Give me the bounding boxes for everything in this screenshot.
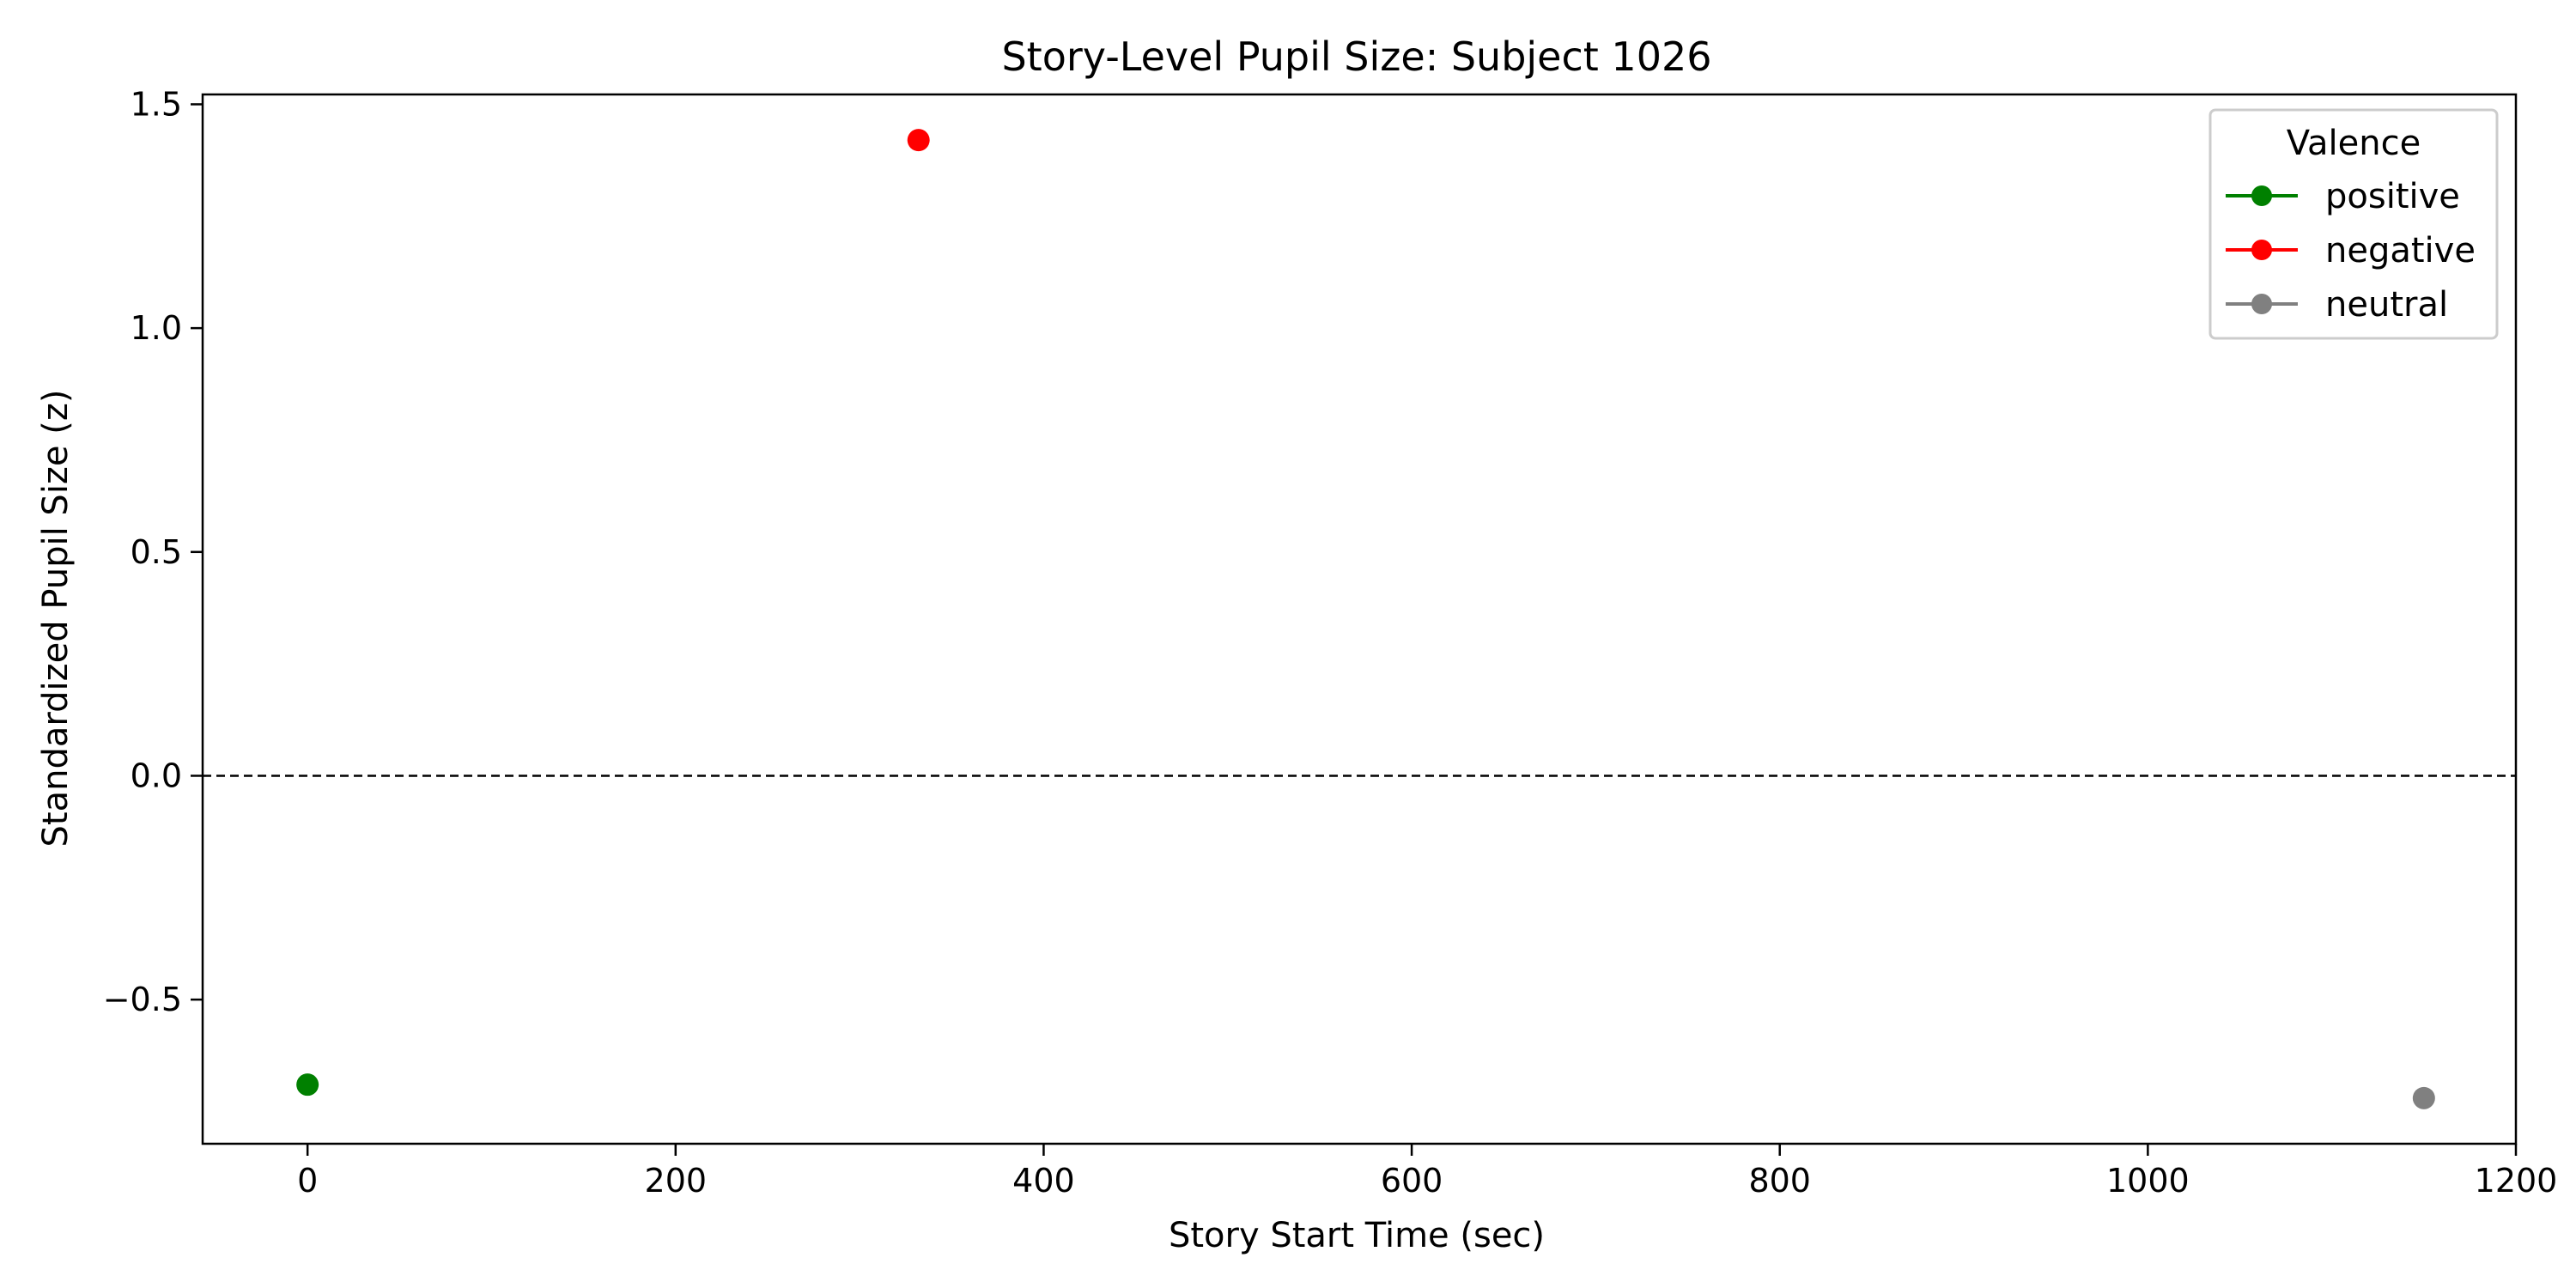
plot-frame <box>201 93 2518 1145</box>
legend-frame <box>2208 108 2499 340</box>
legend-marker-neutral <box>2251 294 2272 314</box>
legend-label-negative: negative <box>2325 231 2476 270</box>
y-tick-label: 1.5 <box>131 85 182 123</box>
plot-area <box>201 93 2518 1145</box>
legend: Valence positive negative neutral <box>2208 108 2499 340</box>
x-axis: 0 200 400 600 800 1000 1200 <box>297 1144 2557 1200</box>
x-tick-label: 600 <box>1381 1162 1443 1200</box>
data-point-negative <box>907 129 930 152</box>
x-tick-label: 0 <box>297 1162 318 1200</box>
legend-entries: positive negative neutral <box>2226 177 2476 325</box>
y-axis-title: Standardized Pupil Size (z) <box>36 390 76 848</box>
legend-marker-positive <box>2251 185 2272 206</box>
y-tick-label: 1.0 <box>131 309 182 347</box>
legend-label-neutral: neutral <box>2325 285 2448 325</box>
x-axis-title: Story Start Time (sec) <box>1169 1216 1545 1255</box>
legend-label-positive: positive <box>2325 177 2460 216</box>
legend-title: Valence <box>2287 124 2421 163</box>
y-tick-label: 0.0 <box>131 756 182 794</box>
y-axis: −0.5 0.0 0.5 1.0 1.5 <box>103 85 203 1018</box>
y-tick-label: 0.5 <box>131 533 182 571</box>
x-tick-label: 200 <box>645 1162 708 1200</box>
x-tick-label: 800 <box>1748 1162 1811 1200</box>
x-tick-label: 1000 <box>2106 1162 2190 1200</box>
chart-title: Story-Level Pupil Size: Subject 1026 <box>1001 33 1711 80</box>
x-tick-label: 400 <box>1012 1162 1075 1200</box>
legend-marker-negative <box>2251 240 2272 260</box>
y-tick-label: −0.5 <box>103 981 182 1018</box>
x-tick-label: 1200 <box>2475 1162 2558 1200</box>
data-point-neutral <box>2412 1086 2435 1109</box>
data-point-positive <box>296 1073 319 1097</box>
